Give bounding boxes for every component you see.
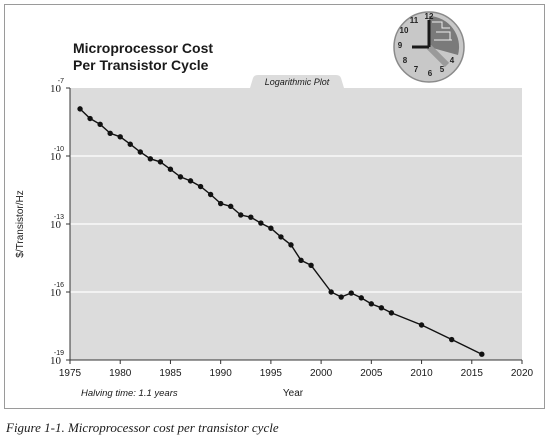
data-point bbox=[147, 156, 154, 162]
y-tick-label: 10 bbox=[50, 83, 62, 95]
data-point bbox=[418, 322, 425, 328]
data-point bbox=[97, 121, 103, 128]
y-tick-exponent: -19 bbox=[54, 350, 64, 357]
clock-numeral: 12 bbox=[425, 12, 434, 21]
data-point bbox=[328, 289, 334, 295]
data-point bbox=[288, 242, 294, 248]
data-point bbox=[278, 234, 284, 240]
clock-numeral: 11 bbox=[410, 16, 419, 25]
data-point bbox=[238, 212, 244, 218]
y-tick-exponent: -10 bbox=[54, 146, 64, 153]
y-tick-label: 10 bbox=[50, 219, 62, 231]
data-point bbox=[448, 336, 455, 343]
x-tick-label: 2020 bbox=[511, 368, 534, 379]
data-point bbox=[258, 220, 264, 226]
y-tick-label: 10 bbox=[50, 355, 62, 367]
data-point bbox=[248, 214, 254, 220]
data-point bbox=[368, 301, 375, 307]
y-tick-exponent: -16 bbox=[54, 282, 64, 289]
clock-sector bbox=[429, 16, 460, 55]
data-point bbox=[217, 200, 224, 207]
clock-numeral: 6 bbox=[428, 69, 433, 78]
clock-numeral: 10 bbox=[400, 26, 409, 35]
clock-numeral: 8 bbox=[403, 56, 408, 65]
data-point bbox=[87, 115, 93, 122]
data-point bbox=[117, 134, 123, 140]
clock-numeral: 4 bbox=[450, 56, 455, 65]
x-tick-label: 1985 bbox=[159, 368, 182, 379]
data-point bbox=[127, 141, 133, 147]
clock-numeral: 7 bbox=[414, 65, 419, 74]
clock-wedge bbox=[426, 44, 450, 68]
y-tick-label: 10 bbox=[50, 151, 62, 163]
y-tick-label: 10 bbox=[50, 287, 62, 299]
y-axis-label: $/Transistor/Hz bbox=[15, 190, 26, 257]
data-point bbox=[107, 130, 113, 137]
subtitle-tab bbox=[250, 75, 344, 88]
figure-caption: Figure 1-1. Microprocessor cost per tran… bbox=[6, 420, 279, 435]
data-point bbox=[378, 305, 385, 311]
chart-title-line-2: Per Transistor Cycle bbox=[73, 57, 209, 73]
data-point bbox=[77, 106, 83, 112]
chart-subtitle: Logarithmic Plot bbox=[265, 77, 330, 87]
x-axis-label: Year bbox=[283, 388, 304, 399]
x-tick-label: 1980 bbox=[109, 368, 132, 379]
x-tick-label: 1975 bbox=[59, 368, 82, 379]
data-point bbox=[157, 159, 164, 165]
circuit-traces bbox=[432, 21, 452, 41]
data-point bbox=[167, 166, 174, 172]
data-point bbox=[308, 262, 314, 269]
y-tick-exponent: -7 bbox=[58, 78, 64, 85]
x-tick-label: 2005 bbox=[360, 368, 383, 379]
data-point bbox=[228, 203, 234, 210]
x-tick-label: 2010 bbox=[410, 368, 433, 379]
data-point bbox=[197, 183, 204, 190]
data-point bbox=[137, 149, 144, 155]
x-tick-label: 2015 bbox=[461, 368, 484, 379]
series-line bbox=[79, 108, 483, 355]
data-point bbox=[177, 174, 184, 180]
halving-time-annotation: Halving time: 1.1 years bbox=[81, 388, 178, 399]
data-point bbox=[358, 295, 364, 301]
data-point bbox=[479, 351, 485, 357]
chart-title-line-1: Microprocessor Cost bbox=[73, 40, 214, 56]
x-tick-label: 2000 bbox=[310, 368, 333, 379]
data-point bbox=[268, 225, 274, 231]
data-point bbox=[207, 191, 214, 198]
data-point bbox=[338, 294, 344, 300]
clock-numeral: 9 bbox=[398, 41, 403, 50]
clock-numeral: 5 bbox=[440, 65, 445, 74]
y-tick-exponent: -13 bbox=[54, 214, 64, 221]
x-tick-label: 1990 bbox=[210, 368, 233, 379]
data-point bbox=[348, 290, 354, 296]
data-point bbox=[187, 178, 194, 184]
x-tick-label: 1995 bbox=[260, 368, 283, 379]
data-point bbox=[388, 310, 395, 316]
data-point bbox=[298, 257, 304, 264]
